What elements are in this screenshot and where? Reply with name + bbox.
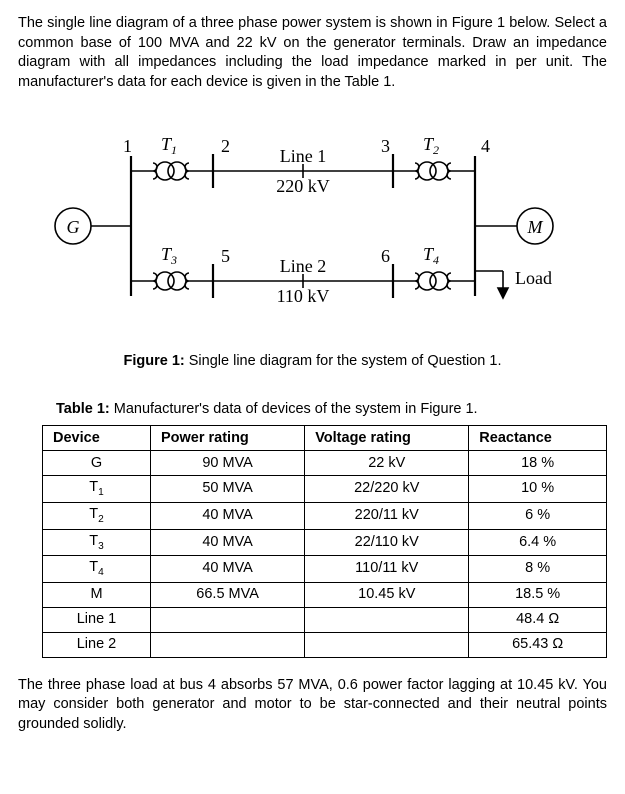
sld-svg: G 1 T1 2 Line 1 220 kV 3 — [43, 116, 583, 336]
cell-power: 40 MVA — [150, 502, 304, 529]
cell-react: 48.4 Ω — [469, 607, 607, 632]
table-caption-text: Manufacturer's data of devices of the sy… — [110, 401, 478, 417]
bus-5: 5 — [221, 246, 230, 266]
line2-kv: 110 kV — [276, 286, 329, 306]
device-table: Device Power rating Voltage rating React… — [42, 425, 607, 657]
single-line-diagram: G 1 T1 2 Line 1 220 kV 3 — [18, 116, 607, 336]
table-row: T440 MVA110/11 kV8 % — [43, 556, 607, 583]
cell-voltage: 220/11 kV — [305, 502, 469, 529]
closing-paragraph: The three phase load at bus 4 absorbs 57… — [18, 676, 607, 735]
cell-power — [150, 632, 304, 657]
t4-label: T4 — [423, 244, 439, 267]
cell-react: 10 % — [469, 476, 607, 503]
cell-react: 65.43 Ω — [469, 632, 607, 657]
cell-voltage: 10.45 kV — [305, 582, 469, 607]
th-device: Device — [43, 426, 151, 451]
table-row: M66.5 MVA10.45 kV18.5 % — [43, 582, 607, 607]
bus-1: 1 — [123, 136, 132, 156]
cell-react: 18.5 % — [469, 582, 607, 607]
bus-4: 4 — [481, 136, 490, 156]
cell-device: Line 2 — [43, 632, 151, 657]
load-label: Load — [515, 268, 552, 288]
cell-power: 66.5 MVA — [150, 582, 304, 607]
cell-device: T3 — [43, 529, 151, 556]
cell-react: 6.4 % — [469, 529, 607, 556]
table-row: Line 1 48.4 Ω — [43, 607, 607, 632]
bus-6: 6 — [381, 246, 390, 266]
cell-device: T1 — [43, 476, 151, 503]
transformer-t2-icon — [415, 162, 451, 180]
transformer-t3-icon — [153, 272, 189, 290]
cell-device: T2 — [43, 502, 151, 529]
table-caption: Table 1: Manufacturer's data of devices … — [56, 400, 607, 420]
bus-2: 2 — [221, 136, 230, 156]
cell-react: 8 % — [469, 556, 607, 583]
figure-caption-text: Single line diagram for the system of Qu… — [185, 353, 502, 369]
cell-react: 18 % — [469, 451, 607, 476]
motor-label: M — [526, 217, 543, 237]
cell-voltage: 22/220 kV — [305, 476, 469, 503]
table-caption-label: Table 1: — [56, 401, 110, 417]
th-power: Power rating — [150, 426, 304, 451]
cell-react: 6 % — [469, 502, 607, 529]
transformer-t4-icon — [415, 272, 451, 290]
line2-name: Line 2 — [279, 256, 326, 276]
cell-power — [150, 607, 304, 632]
table-row: G90 MVA22 kV18 % — [43, 451, 607, 476]
cell-voltage: 22 kV — [305, 451, 469, 476]
bus-3: 3 — [381, 136, 390, 156]
gen-label: G — [66, 217, 79, 237]
table-row: T340 MVA22/110 kV6.4 % — [43, 529, 607, 556]
figure-caption-label: Figure 1: — [124, 353, 185, 369]
cell-power: 40 MVA — [150, 556, 304, 583]
line1-name: Line 1 — [279, 146, 326, 166]
t1-label: T1 — [161, 134, 177, 157]
table-row: T240 MVA220/11 kV6 % — [43, 502, 607, 529]
t2-label: T2 — [423, 134, 439, 157]
figure-caption: Figure 1: Single line diagram for the sy… — [18, 352, 607, 372]
cell-voltage — [305, 607, 469, 632]
cell-device: T4 — [43, 556, 151, 583]
line1-kv: 220 kV — [276, 176, 330, 196]
th-voltage: Voltage rating — [305, 426, 469, 451]
cell-voltage: 110/11 kV — [305, 556, 469, 583]
t3-label: T3 — [161, 244, 177, 267]
cell-device: M — [43, 582, 151, 607]
cell-device: G — [43, 451, 151, 476]
table-row: Line 2 65.43 Ω — [43, 632, 607, 657]
cell-voltage — [305, 632, 469, 657]
cell-voltage: 22/110 kV — [305, 529, 469, 556]
cell-power: 90 MVA — [150, 451, 304, 476]
transformer-t1-icon — [153, 162, 189, 180]
cell-power: 40 MVA — [150, 529, 304, 556]
th-react: Reactance — [469, 426, 607, 451]
table-header-row: Device Power rating Voltage rating React… — [43, 426, 607, 451]
table-row: T150 MVA22/220 kV10 % — [43, 476, 607, 503]
intro-paragraph: The single line diagram of a three phase… — [18, 14, 607, 92]
cell-device: Line 1 — [43, 607, 151, 632]
cell-power: 50 MVA — [150, 476, 304, 503]
